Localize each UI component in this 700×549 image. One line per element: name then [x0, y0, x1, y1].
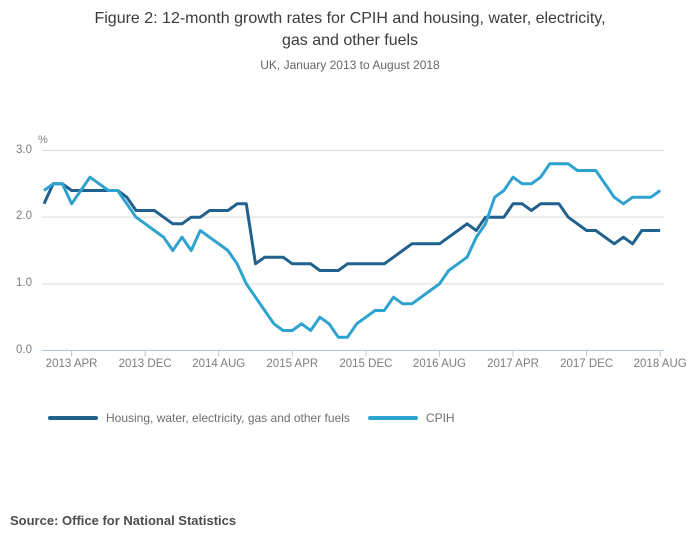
x-axis-tick-label: 2014 AUG: [192, 358, 246, 370]
x-axis-tick-label: 2015 APR: [266, 358, 319, 370]
x-axis-tick-label: 2013 DEC: [118, 358, 172, 370]
y-axis-tick-label: 3.0: [16, 143, 32, 156]
legend-label-cpih: CPIH: [425, 411, 455, 425]
series-line-housing: [42, 182, 661, 272]
x-axis-tick-label: 2017 DEC: [560, 358, 614, 370]
y-axis-tick-label: 1.0: [16, 276, 32, 289]
chart-title-line2: gas and other fuels: [281, 32, 419, 49]
legend-item-housing: Housing, water, electricity, gas and oth…: [48, 411, 350, 425]
series-line-cpih: [43, 162, 662, 339]
x-axis-tick-label: 2015 DEC: [339, 358, 393, 370]
y-axis-tick-label: 2.0: [16, 210, 32, 223]
chart-subtitle: UK, January 2013 to August 2018: [260, 58, 440, 72]
chart-title-line1: Figure 2: 12-month growth rates for CPIH…: [94, 10, 606, 27]
legend-item-cpih: CPIH: [367, 411, 455, 425]
housing-line-swatch: [48, 416, 98, 420]
x-axis-tick-label: 2017 APR: [487, 358, 539, 370]
legend-label-housing: Housing, water, electricity, gas and oth…: [106, 411, 350, 425]
x-axis-tick-label: 2016 AUG: [412, 358, 466, 370]
source-note: Source: Office for National Statistics: [10, 513, 237, 528]
x-axis-tick-label: 2013 APR: [45, 358, 98, 370]
chart-legend: Housing, water, electricity, gas and oth…: [48, 410, 455, 426]
cpih-line-swatch: [367, 416, 418, 420]
y-axis-unit-label: %: [38, 134, 48, 146]
y-axis-tick-label: 0.0: [16, 343, 32, 356]
chart-title: Figure 2: 12-month growth rates for CPIH…: [0, 8, 700, 52]
x-axis-tick-label: 2018 AUG: [633, 358, 687, 370]
